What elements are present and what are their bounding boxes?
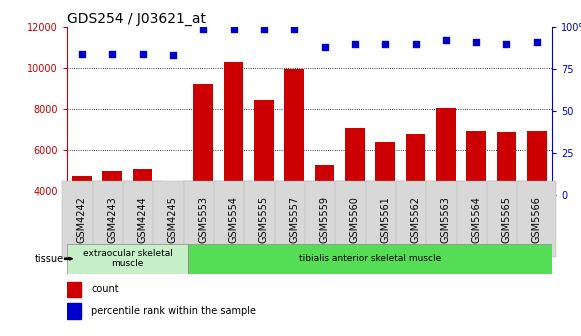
Text: GDS254 / J03621_at: GDS254 / J03621_at xyxy=(67,12,206,26)
Bar xyxy=(375,141,395,273)
Text: tissue: tissue xyxy=(35,254,64,264)
Text: GSM4244: GSM4244 xyxy=(138,196,148,243)
Text: GSM5562: GSM5562 xyxy=(411,196,421,243)
Text: GSM4242: GSM4242 xyxy=(77,196,87,243)
Bar xyxy=(345,128,365,273)
Text: GSM4243: GSM4243 xyxy=(107,196,117,243)
Text: GSM5563: GSM5563 xyxy=(441,196,451,243)
Point xyxy=(77,51,87,56)
Bar xyxy=(72,176,92,273)
Bar xyxy=(436,108,456,273)
Bar xyxy=(102,171,122,273)
Point xyxy=(107,51,117,56)
Point xyxy=(502,41,511,46)
Point xyxy=(441,38,450,43)
Text: GSM5564: GSM5564 xyxy=(471,196,481,243)
Text: GSM5560: GSM5560 xyxy=(350,196,360,243)
FancyBboxPatch shape xyxy=(67,244,188,274)
Text: GSM4245: GSM4245 xyxy=(168,196,178,243)
Bar xyxy=(406,134,425,273)
Text: GSM5565: GSM5565 xyxy=(501,196,511,243)
Text: tibialis anterior skeletal muscle: tibialis anterior skeletal muscle xyxy=(299,254,441,263)
Bar xyxy=(67,282,81,297)
Bar xyxy=(284,69,304,273)
Bar xyxy=(527,131,547,273)
Bar xyxy=(467,131,486,273)
Point xyxy=(168,53,178,58)
Text: percentile rank within the sample: percentile rank within the sample xyxy=(91,306,256,316)
Point xyxy=(350,41,360,46)
Bar xyxy=(497,132,517,273)
Point xyxy=(199,26,208,31)
Bar xyxy=(193,84,213,273)
Point xyxy=(411,41,420,46)
Point xyxy=(289,26,299,31)
Text: GSM5557: GSM5557 xyxy=(289,196,299,243)
Text: GSM5566: GSM5566 xyxy=(532,196,542,243)
Text: GSM5553: GSM5553 xyxy=(198,196,208,243)
Bar xyxy=(67,303,81,319)
Bar xyxy=(133,169,152,273)
Bar xyxy=(224,62,243,273)
Point xyxy=(138,51,147,56)
Text: GSM5554: GSM5554 xyxy=(228,196,239,243)
Point xyxy=(472,39,481,45)
Point xyxy=(320,44,329,50)
Text: GSM5561: GSM5561 xyxy=(380,196,390,243)
Text: extraocular skeletal
muscle: extraocular skeletal muscle xyxy=(83,249,173,268)
Text: GSM5559: GSM5559 xyxy=(320,196,329,243)
Bar xyxy=(315,165,335,273)
Point xyxy=(532,39,541,45)
Text: count: count xyxy=(91,284,119,294)
Text: GSM5555: GSM5555 xyxy=(259,196,269,243)
Bar xyxy=(163,183,183,273)
Point xyxy=(381,41,390,46)
FancyBboxPatch shape xyxy=(188,244,552,274)
Point xyxy=(259,26,268,31)
Point xyxy=(229,26,238,31)
Bar xyxy=(254,99,274,273)
